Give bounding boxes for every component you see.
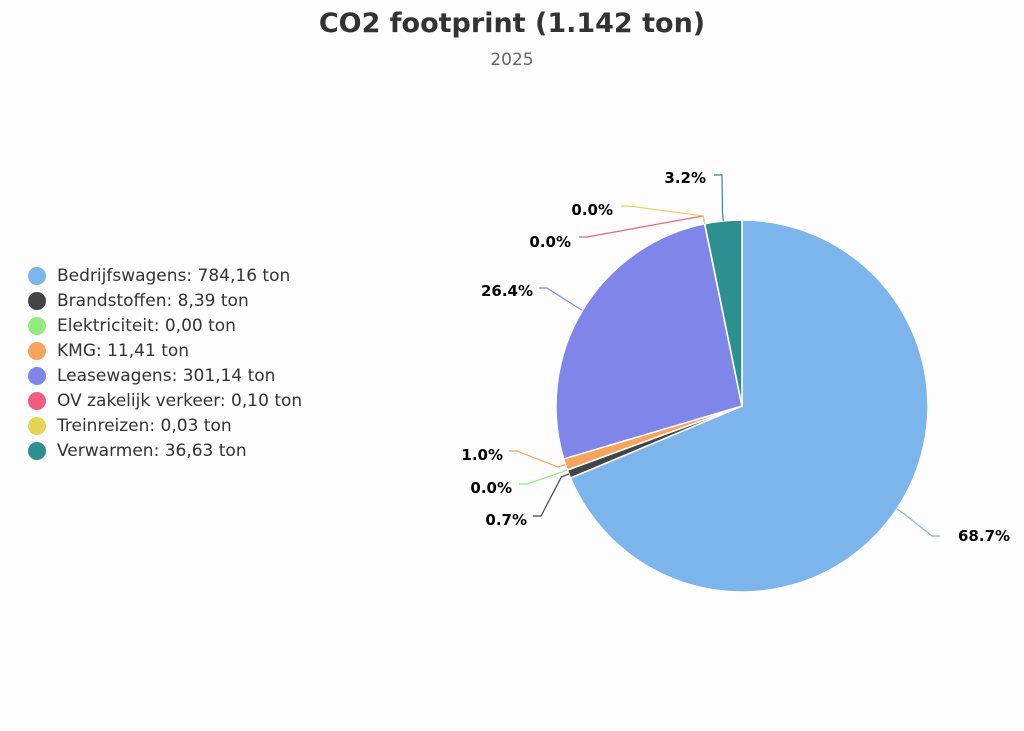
data-label-bedrijfswagens: 68.7% [958,527,1010,545]
legend-swatch [28,391,46,410]
chart-legend: Bedrijfswagens: 784,16 ton Brandstoffen:… [28,263,302,463]
legend-item-brandstoffen[interactable]: Brandstoffen: 8,39 ton [28,288,302,313]
chart-subtitle: 2025 [490,50,534,70]
data-label-brandstoffen: 0.7% [485,511,527,529]
connector-treinreizen [621,205,706,224]
legend-swatch [28,341,46,360]
legend-item-kmg[interactable]: KMG: 11,41 ton [28,338,302,363]
legend-label: Treinreizen: 0,03 ton [57,415,232,436]
legend-label: Bedrijfswagens: 784,16 ton [57,265,291,286]
connector-kmg [509,450,566,468]
legend-swatch [28,441,46,460]
legend-swatch [28,316,46,335]
pie-slices [555,219,929,593]
legend-swatch [28,291,46,310]
legend-label: Leasewagens: 301,14 ton [57,365,276,386]
legend-item-treinreizen[interactable]: Treinreizen: 0,03 ton [28,413,302,438]
legend-label: KMG: 11,41 ton [57,340,190,361]
connector-brandstoffen [533,473,570,517]
legend-item-elektriciteit[interactable]: Elektriciteit: 0,00 ton [28,313,302,338]
legend-item-bedrijfswagens[interactable]: Bedrijfswagens: 784,16 ton [28,263,302,288]
legend-swatch [28,366,46,385]
connector-leasewagens [539,287,583,311]
data-label-kmg: 1.0% [461,446,503,464]
legend-label: Brandstoffen: 8,39 ton [57,290,249,311]
connector-verwarmen [714,174,724,221]
pie-slice-bedrijfswagens[interactable] [569,219,929,593]
connector-elektriciteit [519,469,568,485]
data-label-leasewagens: 26.4% [481,282,533,300]
legend-item-leasewagens[interactable]: Leasewagens: 301,14 ton [28,363,302,388]
data-label-ov-zakelijk-verkeer: 0.0% [529,233,571,251]
legend-label: Verwarmen: 36,63 ton [57,440,247,461]
legend-swatch [28,416,46,435]
legend-item-verwarmen[interactable]: Verwarmen: 36,63 ton [28,438,302,463]
data-label-elektriciteit: 0.0% [470,479,512,497]
connector-bedrijfswagens [896,508,940,537]
chart-title: CO2 footprint (1.142 ton) [318,8,706,39]
label-connectors [509,174,940,537]
legend-swatch [28,266,46,285]
percentage-labels: 68.7%0.7%0.0%1.0%26.4%0.0%0.0%3.2% [461,169,1010,545]
legend-label: OV zakelijk verkeer: 0,10 ton [57,390,303,411]
data-label-treinreizen: 0.0% [571,201,613,219]
legend-label: Elektriciteit: 0,00 ton [57,315,236,336]
legend-item-ov-zakelijk-verkeer[interactable]: OV zakelijk verkeer: 0,10 ton [28,388,302,413]
data-label-verwarmen: 3.2% [664,169,706,187]
